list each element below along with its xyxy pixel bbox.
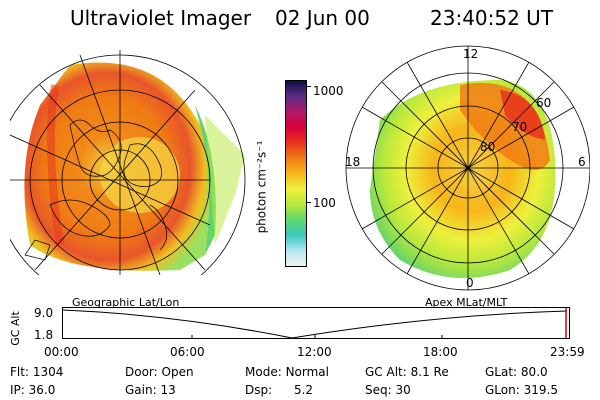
timeline-x-tick-1800: 18:00 <box>423 345 458 359</box>
geographic-image <box>10 50 246 275</box>
timeline-x-tick-2359: 23:59 <box>550 345 585 359</box>
status-gain: Gain: 13 <box>125 383 176 397</box>
left-panel-caption: Geographic Lat/Lon <box>72 296 180 309</box>
status-glon: GLon: 319.5 <box>485 383 558 397</box>
status-ip: IP: 36.0 <box>10 383 56 397</box>
timeline-x-tick-1200: 12:00 <box>297 345 332 359</box>
colorbar-unit-label: photon cm⁻²s⁻¹ <box>254 140 269 234</box>
status-glat: GLat: 80.0 <box>485 365 548 379</box>
timeline-ylabel: GC Alt <box>8 311 22 346</box>
time-label: 23:40:52 UT <box>430 6 554 30</box>
polar-label-12: 12 <box>463 47 479 61</box>
date-label: 02 Jun 00 <box>275 6 370 30</box>
status-seq: Seq: 30 <box>365 383 411 397</box>
polar-label-lat-70: 70 <box>512 120 528 134</box>
status-gc-alt: GC Alt: 8.1 Re <box>365 365 449 379</box>
polar-label-18: 18 <box>345 155 361 169</box>
timeline-y-tick-high: 9.0 <box>34 306 54 320</box>
timeline-x-tick-0000: 00:00 <box>44 345 79 359</box>
polar-label-lat-60: 60 <box>536 96 552 110</box>
colorbar <box>285 80 307 267</box>
status-flt: Flt: 1304 <box>10 365 64 379</box>
colorbar-tick-100: 100 <box>313 196 336 210</box>
polar-label-lat-80: 80 <box>480 140 496 154</box>
status-door: Door: Open <box>125 365 194 379</box>
right-panel-caption: Apex MLat/MLT <box>425 296 508 309</box>
status-dsp: Dsp: 5.2 <box>245 383 314 397</box>
polar-image <box>345 45 590 291</box>
instrument-title: Ultraviolet Imager <box>70 6 252 30</box>
colorbar-tick-1000: 1000 <box>313 84 344 98</box>
status-mode: Mode: Normal <box>245 365 329 379</box>
timeline-x-tick-0600: 06:00 <box>170 345 205 359</box>
polar-label-6: 6 <box>578 155 586 169</box>
timeline-y-tick-low: 1.8 <box>34 328 54 342</box>
polar-label-0: 0 <box>466 276 474 290</box>
altitude-timeline <box>62 307 570 339</box>
